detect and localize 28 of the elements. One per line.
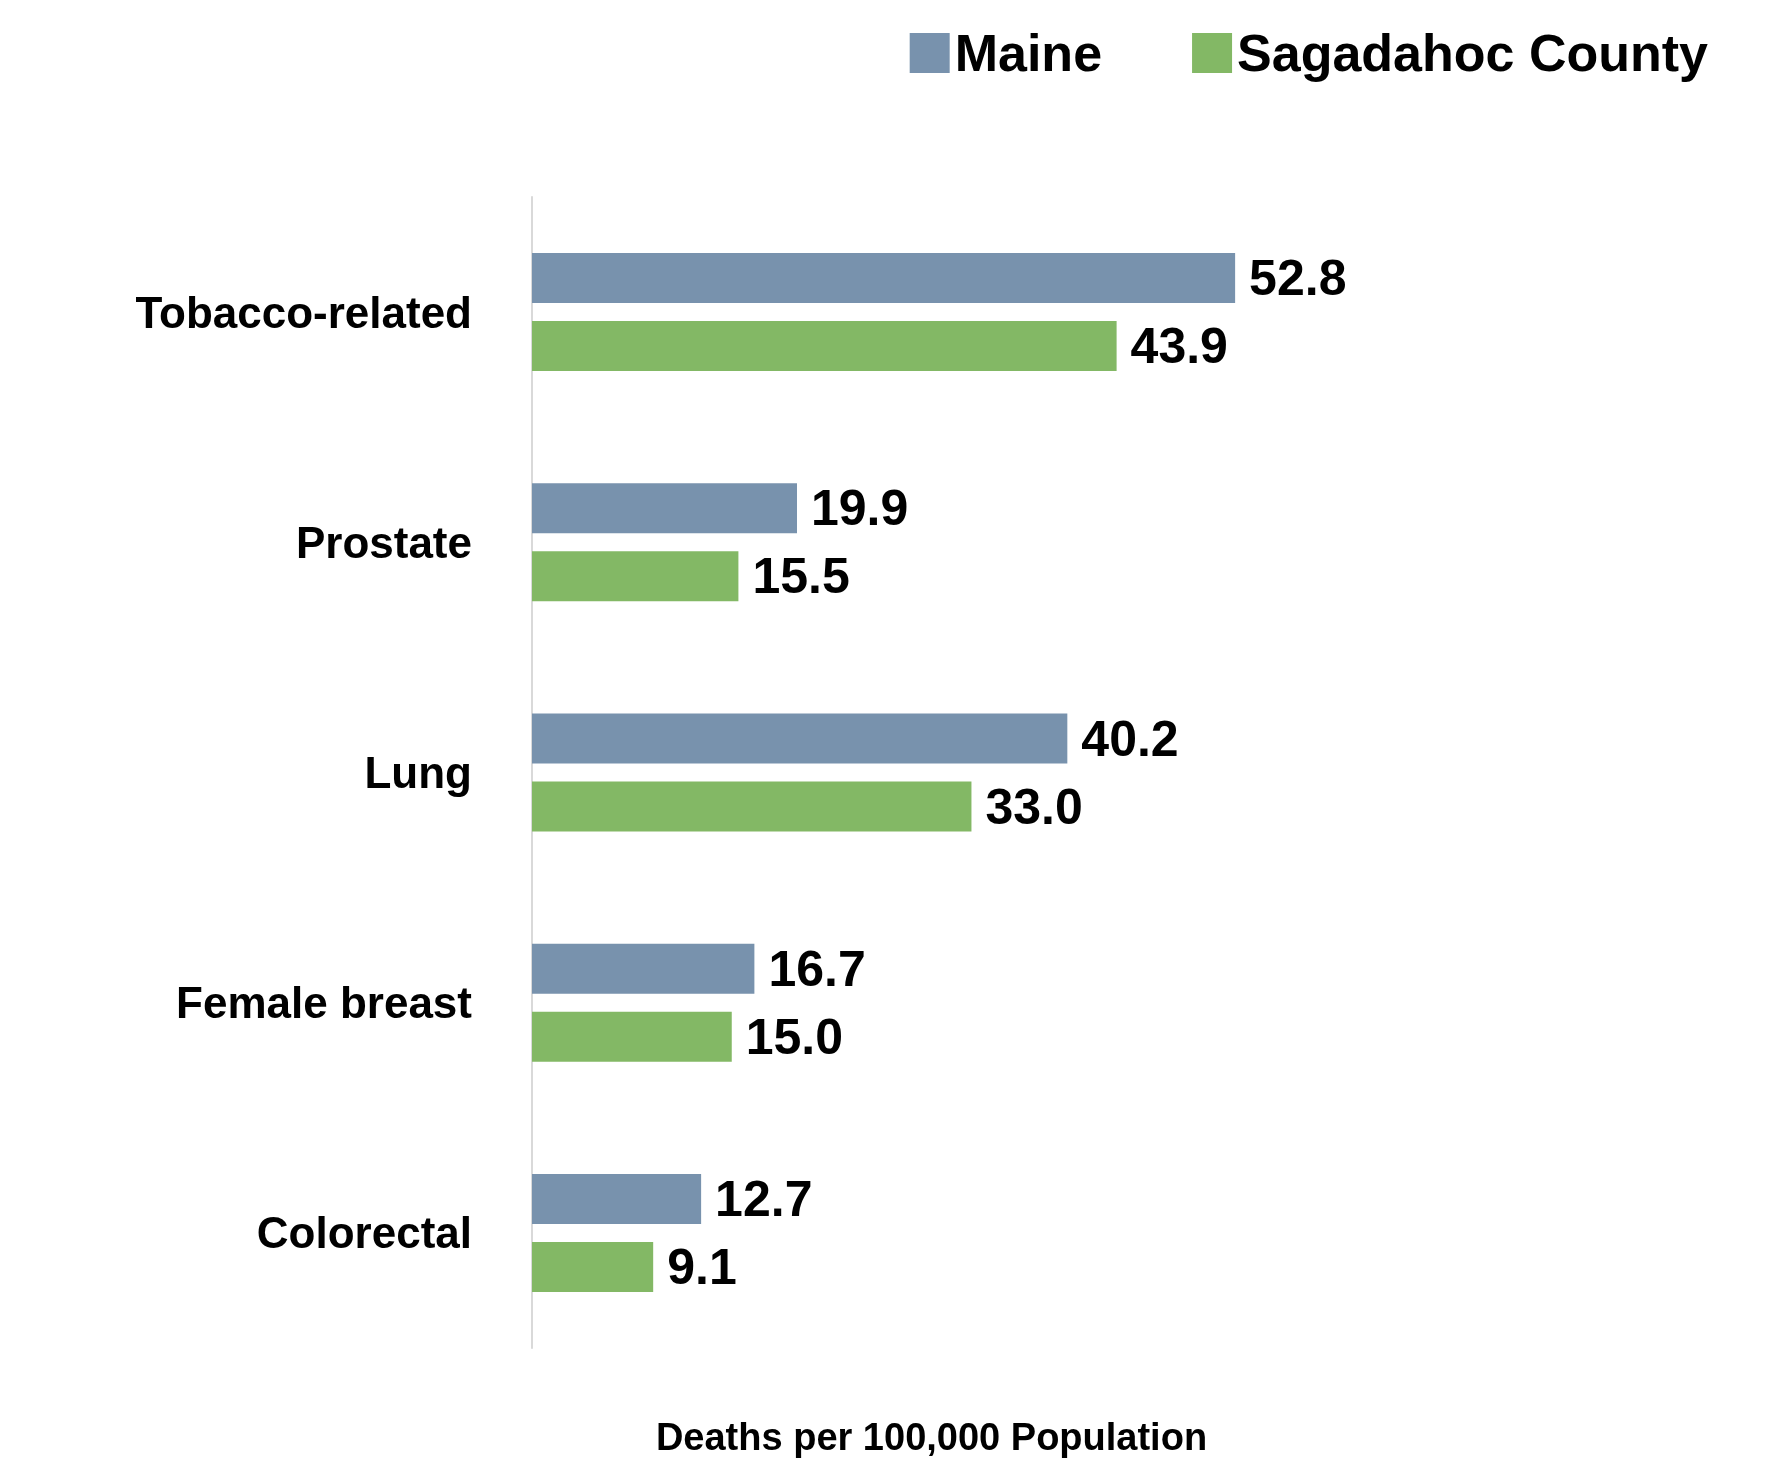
x-axis-title: Deaths per 100,000 Population xyxy=(655,1416,1208,1458)
bar xyxy=(532,483,797,534)
y-tick-label: Lung xyxy=(364,748,472,797)
data-label: 52.8 xyxy=(1249,250,1347,307)
data-label: 43.9 xyxy=(1130,318,1228,375)
y-tick-label: Tobacco-related xyxy=(135,287,472,337)
data-label: 40.2 xyxy=(1081,710,1179,767)
bar xyxy=(532,321,1117,372)
legend-label: Sagadahoc County xyxy=(1237,24,1709,82)
bar xyxy=(532,1173,702,1224)
legend-label: Maine xyxy=(954,24,1103,82)
data-label: 15.0 xyxy=(745,1008,844,1065)
bar xyxy=(532,551,739,602)
bar xyxy=(532,713,1068,764)
y-tick-label: Prostate xyxy=(295,517,472,567)
data-label: 19.9 xyxy=(811,480,909,537)
bar xyxy=(532,253,1236,304)
data-label: 12.7 xyxy=(715,1170,813,1227)
bar xyxy=(532,1011,732,1062)
y-tick-label: Female breast xyxy=(176,978,473,1028)
y-tick-label: Colorectal xyxy=(256,1208,472,1258)
bar xyxy=(532,943,755,994)
bar xyxy=(532,1241,654,1292)
data-label: 9.1 xyxy=(667,1238,737,1295)
data-label: 15.5 xyxy=(752,548,850,605)
data-label: 16.7 xyxy=(768,940,866,997)
bar xyxy=(532,781,972,832)
data-label: 33.0 xyxy=(985,778,1083,835)
